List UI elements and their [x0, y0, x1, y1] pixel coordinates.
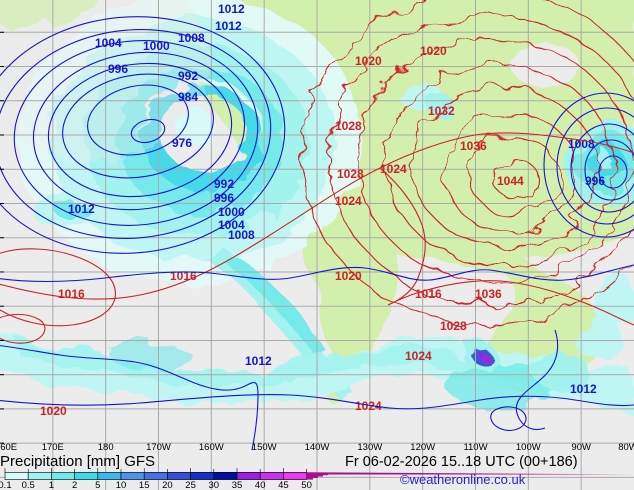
- svg-text:1008: 1008: [228, 228, 255, 242]
- svg-text:150W: 150W: [252, 442, 277, 453]
- svg-text:10: 10: [116, 480, 127, 490]
- svg-text:1024: 1024: [335, 194, 362, 208]
- svg-text:996: 996: [214, 191, 234, 205]
- svg-text:1016: 1016: [170, 269, 197, 283]
- svg-text:1020: 1020: [420, 44, 447, 58]
- svg-text:1020: 1020: [335, 269, 362, 283]
- svg-text:2: 2: [72, 480, 77, 490]
- svg-text:1016: 1016: [58, 287, 85, 301]
- svg-text:25: 25: [185, 480, 196, 490]
- svg-text:1044: 1044: [497, 174, 524, 188]
- svg-text:1012: 1012: [245, 354, 272, 368]
- svg-text:Precipitation [mm] GFS: Precipitation [mm] GFS: [0, 453, 155, 470]
- svg-text:Fr 06-02-2026 15..18 UTC (00+1: Fr 06-02-2026 15..18 UTC (00+186): [345, 454, 578, 470]
- svg-text:50: 50: [301, 480, 312, 490]
- svg-text:1012: 1012: [218, 2, 245, 16]
- svg-text:40: 40: [255, 480, 266, 490]
- svg-text:1012: 1012: [68, 202, 95, 216]
- svg-text:80W: 80W: [618, 442, 634, 453]
- svg-text:170W: 170W: [146, 442, 171, 453]
- svg-text:1036: 1036: [475, 287, 502, 301]
- svg-text:1008: 1008: [178, 31, 205, 45]
- svg-text:1000: 1000: [143, 39, 170, 53]
- svg-text:©weatheronline.co.uk: ©weatheronline.co.uk: [400, 472, 526, 487]
- svg-text:1020: 1020: [40, 404, 67, 418]
- svg-text:1004: 1004: [95, 36, 122, 50]
- svg-text:1: 1: [49, 480, 54, 490]
- svg-text:1000: 1000: [218, 205, 245, 219]
- svg-text:1016: 1016: [415, 287, 442, 301]
- svg-text:130W: 130W: [357, 442, 382, 453]
- svg-text:1028: 1028: [335, 119, 362, 133]
- svg-text:1036: 1036: [460, 139, 487, 153]
- svg-text:1032: 1032: [428, 104, 455, 118]
- svg-text:996: 996: [585, 174, 605, 188]
- svg-text:0.1: 0.1: [0, 480, 12, 490]
- svg-text:1012: 1012: [215, 19, 242, 33]
- svg-text:1024: 1024: [380, 162, 407, 176]
- svg-text:35: 35: [232, 480, 243, 490]
- svg-text:120W: 120W: [410, 442, 435, 453]
- svg-text:110W: 110W: [463, 442, 487, 453]
- svg-text:30: 30: [209, 480, 220, 490]
- svg-text:140W: 140W: [305, 442, 330, 453]
- svg-text:984: 984: [178, 90, 198, 104]
- svg-text:90W: 90W: [571, 442, 591, 453]
- svg-text:20: 20: [162, 480, 173, 490]
- svg-text:1020: 1020: [355, 54, 382, 68]
- svg-text:1012: 1012: [570, 382, 597, 396]
- svg-text:976: 976: [172, 136, 192, 150]
- svg-text:992: 992: [214, 177, 234, 191]
- svg-text:996: 996: [108, 62, 128, 76]
- svg-text:5: 5: [95, 480, 100, 490]
- svg-text:1024: 1024: [405, 349, 432, 363]
- svg-text:180: 180: [98, 442, 114, 453]
- svg-text:170E: 170E: [42, 442, 64, 453]
- svg-text:160W: 160W: [199, 442, 224, 453]
- svg-text:45: 45: [278, 480, 289, 490]
- svg-text:1028: 1028: [440, 319, 467, 333]
- svg-text:100W: 100W: [516, 442, 541, 453]
- svg-text:15: 15: [139, 480, 150, 490]
- svg-text:992: 992: [178, 69, 198, 83]
- svg-text:0.5: 0.5: [22, 480, 35, 490]
